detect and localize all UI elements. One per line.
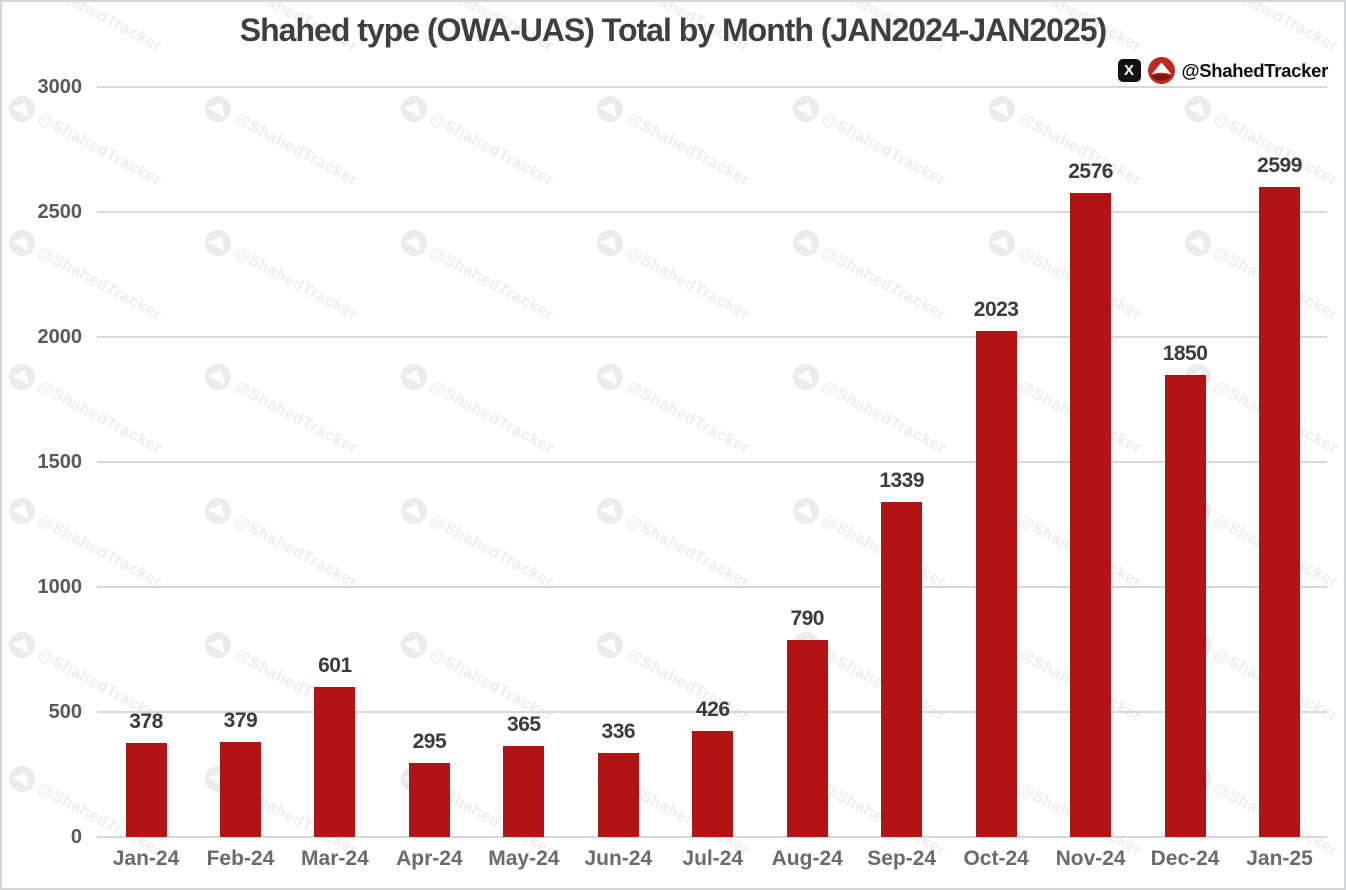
bar-value-label: 1850: [1162, 341, 1208, 365]
bar: [503, 745, 545, 837]
x-axis-tick-label: Feb-24: [206, 847, 275, 870]
bar-value-label: 601: [318, 653, 352, 677]
x-axis-tick-label: Oct-24: [963, 847, 1029, 870]
bar: [408, 763, 450, 837]
chart-title: Shahed type (OWA-UAS) Total by Month (JA…: [239, 12, 1107, 48]
y-axis-tick-label: 0: [70, 826, 82, 848]
bar: [597, 753, 639, 837]
gridline: [97, 86, 1327, 88]
y-axis-tick-label: 2000: [37, 326, 83, 348]
bar: [1259, 187, 1301, 837]
bar-value-label: 1339: [879, 469, 925, 493]
bar: [881, 502, 923, 837]
bar-value-label: 378: [129, 709, 163, 733]
bar-value-label: 2599: [1257, 154, 1302, 178]
bar-value-label: 365: [507, 712, 541, 736]
bar: [314, 686, 356, 837]
y-axis-tick-label: 2500: [37, 201, 83, 223]
x-axis-tick-label: Jan-24: [112, 847, 180, 870]
x-axis-tick-label: Jul-24: [682, 847, 744, 870]
y-axis-tick-label: 3000: [37, 76, 83, 98]
x-axis-tick-label: Jan-25: [1246, 847, 1313, 870]
bar: [786, 639, 828, 837]
gridline: [97, 211, 1327, 213]
bar: [125, 742, 167, 837]
bar-value-label: 336: [601, 720, 636, 743]
bar: [1070, 193, 1112, 837]
x-axis-tick-label: Nov-24: [1055, 847, 1126, 870]
gridline: [97, 586, 1327, 588]
y-axis-tick-label: 500: [48, 701, 82, 723]
gridline: [97, 836, 1327, 838]
x-twitter-icon: X: [1117, 59, 1141, 82]
bar-value-label: 2023: [973, 298, 1019, 322]
credit-handle: @ShahedTracker: [1181, 59, 1329, 81]
credit-badge: X @ShahedTracker: [1117, 57, 1329, 84]
x-axis-tick-label: Mar-24: [301, 847, 369, 870]
x-axis-tick-label: Sep-24: [867, 847, 937, 870]
bar: [1164, 374, 1206, 837]
bar: [219, 742, 261, 837]
x-axis-tick-label: Dec-24: [1150, 847, 1220, 870]
bar-value-label: 295: [412, 730, 447, 754]
shahedtracker-logo-icon: [1147, 57, 1175, 84]
bar: [692, 730, 734, 837]
gridline: [97, 336, 1327, 338]
bar-value-label: 2576: [1068, 160, 1113, 183]
bar-value-label: 790: [790, 606, 824, 630]
y-axis-tick-label: 1500: [37, 451, 83, 473]
x-axis-tick-label: May-24: [488, 847, 560, 870]
x-axis-tick-label: Aug-24: [771, 847, 843, 870]
x-axis-tick-label: Apr-24: [396, 847, 463, 870]
bar-value-label: 379: [223, 709, 258, 733]
bar: [975, 331, 1017, 837]
bar-value-label: 426: [695, 697, 730, 721]
gridline: [97, 461, 1327, 463]
gridline: [97, 711, 1327, 713]
x-axis-tick-label: Jun-24: [584, 847, 653, 870]
y-axis-tick-label: 1000: [37, 576, 83, 598]
